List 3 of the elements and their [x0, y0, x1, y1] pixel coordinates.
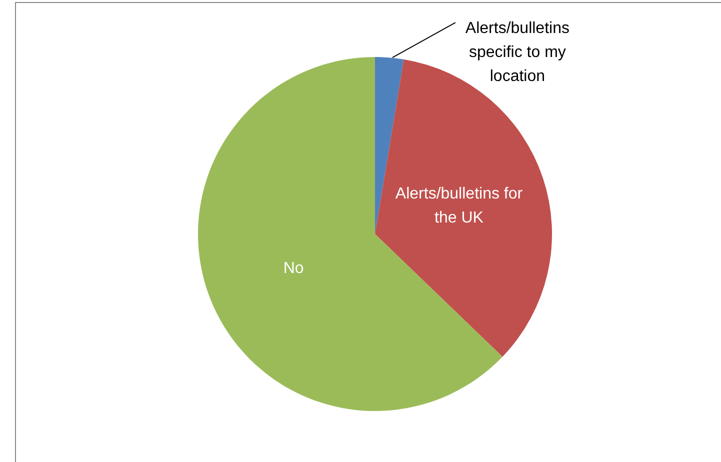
slice-label: Alerts/bulletins for the UK — [395, 186, 524, 227]
slice-label: Alerts/bulletins specific to my location — [465, 20, 570, 85]
slice-label: No — [283, 260, 304, 278]
